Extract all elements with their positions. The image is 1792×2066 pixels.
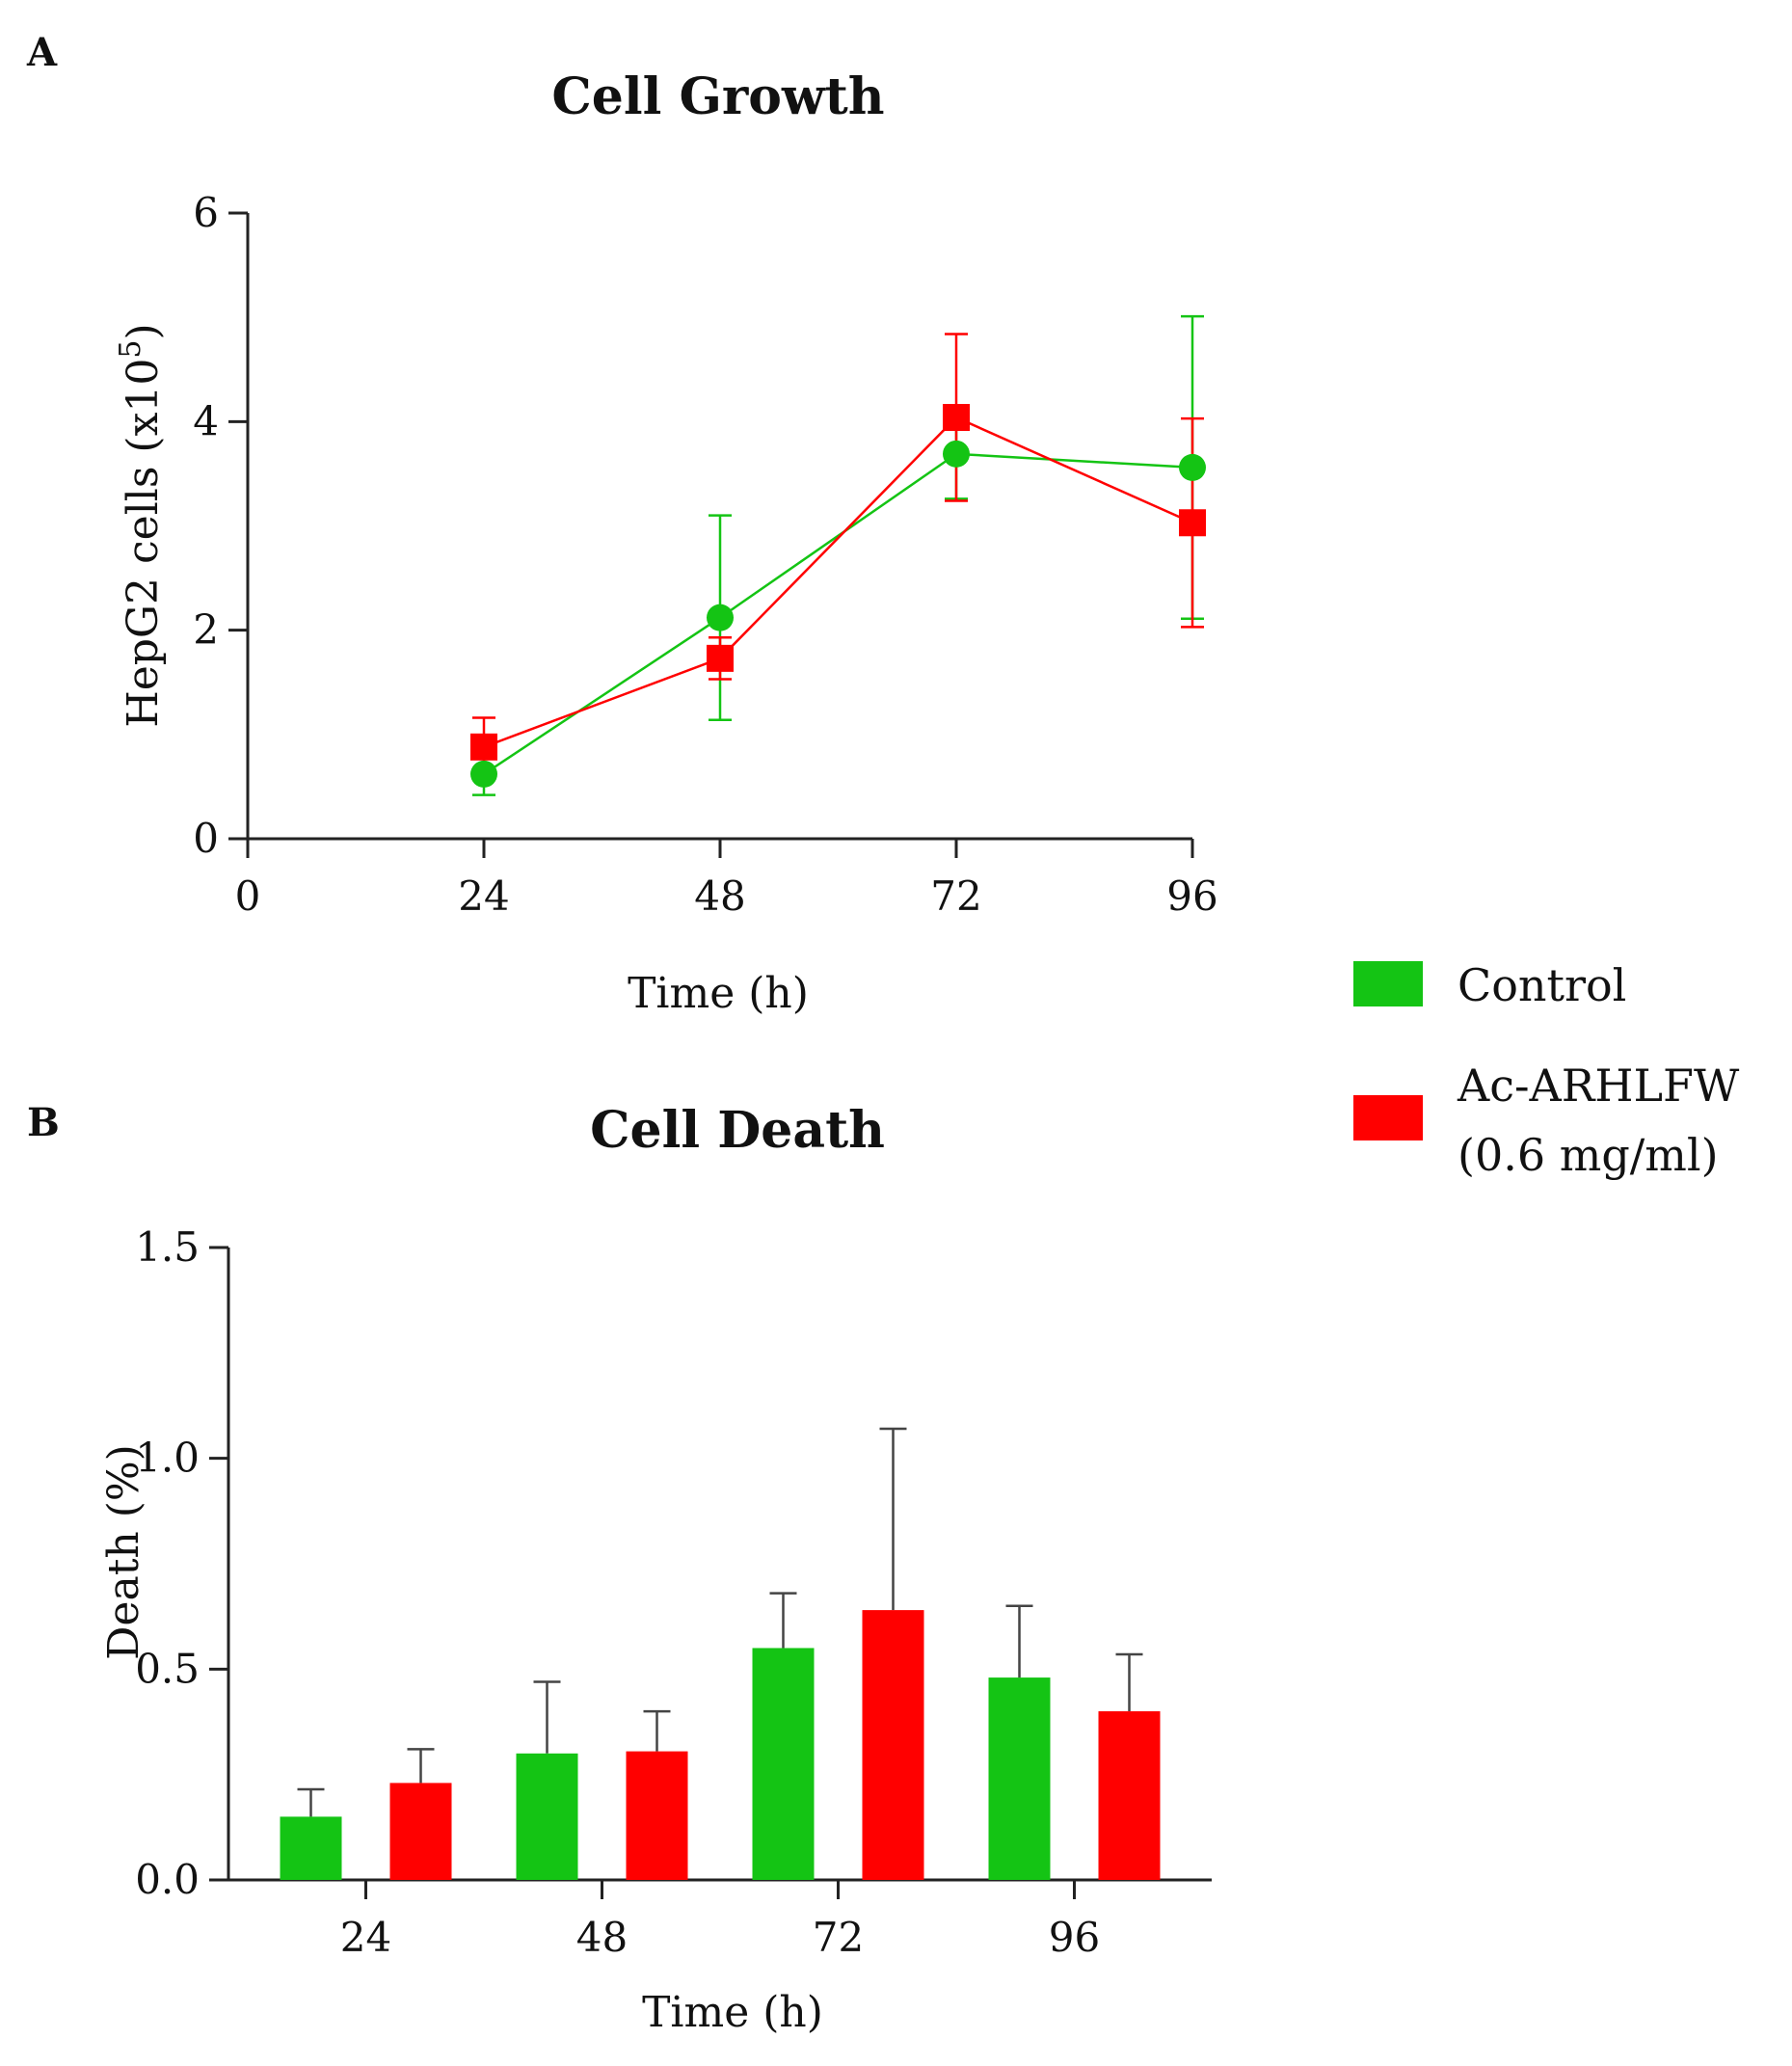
cell-death-title: Cell Death xyxy=(590,1101,885,1160)
legend-swatch-treatment xyxy=(1353,1095,1423,1140)
cell-growth-y-tick-label: 4 xyxy=(193,397,219,444)
cell-death-y-tick-label: 0.5 xyxy=(135,1645,200,1692)
legend-label-treatment: Ac-ARHLFW (0.6 mg/ml) xyxy=(1457,1060,1740,1181)
cell-growth-y-tick-label: 6 xyxy=(193,189,219,236)
cell-growth-point-treatment xyxy=(1179,509,1206,537)
cell-death-bar-control xyxy=(988,1677,1051,1880)
cell-death-y-tick-label: 0.0 xyxy=(135,1856,200,1903)
cell-death-bar-treatment xyxy=(862,1610,924,1880)
cell-growth-point-control xyxy=(1179,453,1206,481)
legend-swatch-control xyxy=(1353,961,1423,1006)
cell-growth-line-treatment xyxy=(483,416,1193,748)
panel-b-letter: B xyxy=(27,1100,60,1145)
cell-growth-y-axis-label-exponent: 5 xyxy=(114,340,147,359)
cell-death-y-tick-label: 1.5 xyxy=(135,1223,200,1271)
cell-growth-y-axis-label-main: HepG2 cells (x10 xyxy=(119,359,168,728)
cell-growth-point-control xyxy=(470,760,497,788)
cell-growth-y-tick-label: 0 xyxy=(193,815,219,862)
cell-growth-point-control xyxy=(943,440,970,468)
cell-growth-markers xyxy=(470,404,1206,788)
cell-death-bar-treatment xyxy=(1098,1711,1161,1880)
cell-growth-x-tick-label: 24 xyxy=(458,872,509,920)
legend-label-treatment-line-1: Ac-ARHLFW xyxy=(1457,1060,1740,1112)
legend: Control Ac-ARHLFW (0.6 mg/ml) xyxy=(1353,959,1740,1181)
cell-growth-lines xyxy=(483,416,1193,775)
cell-death-x-tick-label: 48 xyxy=(576,1914,628,1961)
cell-death-y-tick-label: 1.0 xyxy=(135,1435,200,1482)
cell-death-y-axis-label: Death (%) xyxy=(99,1444,148,1660)
cell-death-bar-treatment xyxy=(389,1783,452,1880)
cell-growth-x-axis-label: Time (h) xyxy=(628,969,809,1018)
cell-death-error-bars xyxy=(297,1427,1143,1817)
cell-death-x-tick-label: 24 xyxy=(340,1914,391,1961)
cell-growth-y-axis-label: HepG2 cells (x105) xyxy=(114,323,168,727)
cell-death-bars xyxy=(280,1610,1161,1880)
cell-growth-y-axis-label-close: ) xyxy=(119,323,168,339)
cell-growth-x-tick-label: 0 xyxy=(235,872,261,920)
cell-death-bar-control xyxy=(280,1816,342,1880)
cell-growth-point-treatment xyxy=(707,644,734,672)
panel-a-letter: A xyxy=(26,30,58,75)
cell-death-bar-control xyxy=(752,1648,815,1880)
cell-growth-x-tick-label: 96 xyxy=(1166,872,1217,920)
cell-growth-point-treatment xyxy=(470,733,497,761)
legend-label-treatment-line-2: (0.6 mg/ml) xyxy=(1458,1129,1719,1181)
cell-growth-y-tick-label: 2 xyxy=(193,606,219,654)
cell-growth-error-bars xyxy=(472,314,1204,796)
cell-growth-x-tick-label: 48 xyxy=(694,872,745,920)
cell-death-x-axis-label: Time (h) xyxy=(642,1988,823,2037)
cell-growth-line-control xyxy=(483,452,1193,775)
cell-growth-point-control xyxy=(707,604,734,631)
cell-growth-point-treatment xyxy=(943,404,970,432)
cell-death-axes: 0.0 0.5 1.0 1.5 24 48 72 96 xyxy=(135,1223,1212,1961)
cell-death-bar-treatment xyxy=(626,1751,688,1880)
cell-growth-x-tick-label: 72 xyxy=(930,872,981,920)
cell-growth-title: Cell Growth xyxy=(551,67,884,126)
cell-death-bar-control xyxy=(516,1753,578,1880)
legend-label-control: Control xyxy=(1458,959,1626,1011)
cell-growth-panel: A Cell Growth Time (h) HepG2 cells (x105… xyxy=(26,30,1218,1018)
cell-death-x-tick-label: 96 xyxy=(1049,1914,1100,1961)
cell-death-x-tick-label: 72 xyxy=(813,1914,864,1961)
cell-death-panel: B Cell Death Time (h) Death (%) 0.0 0.5 1.… xyxy=(27,1100,1212,2037)
